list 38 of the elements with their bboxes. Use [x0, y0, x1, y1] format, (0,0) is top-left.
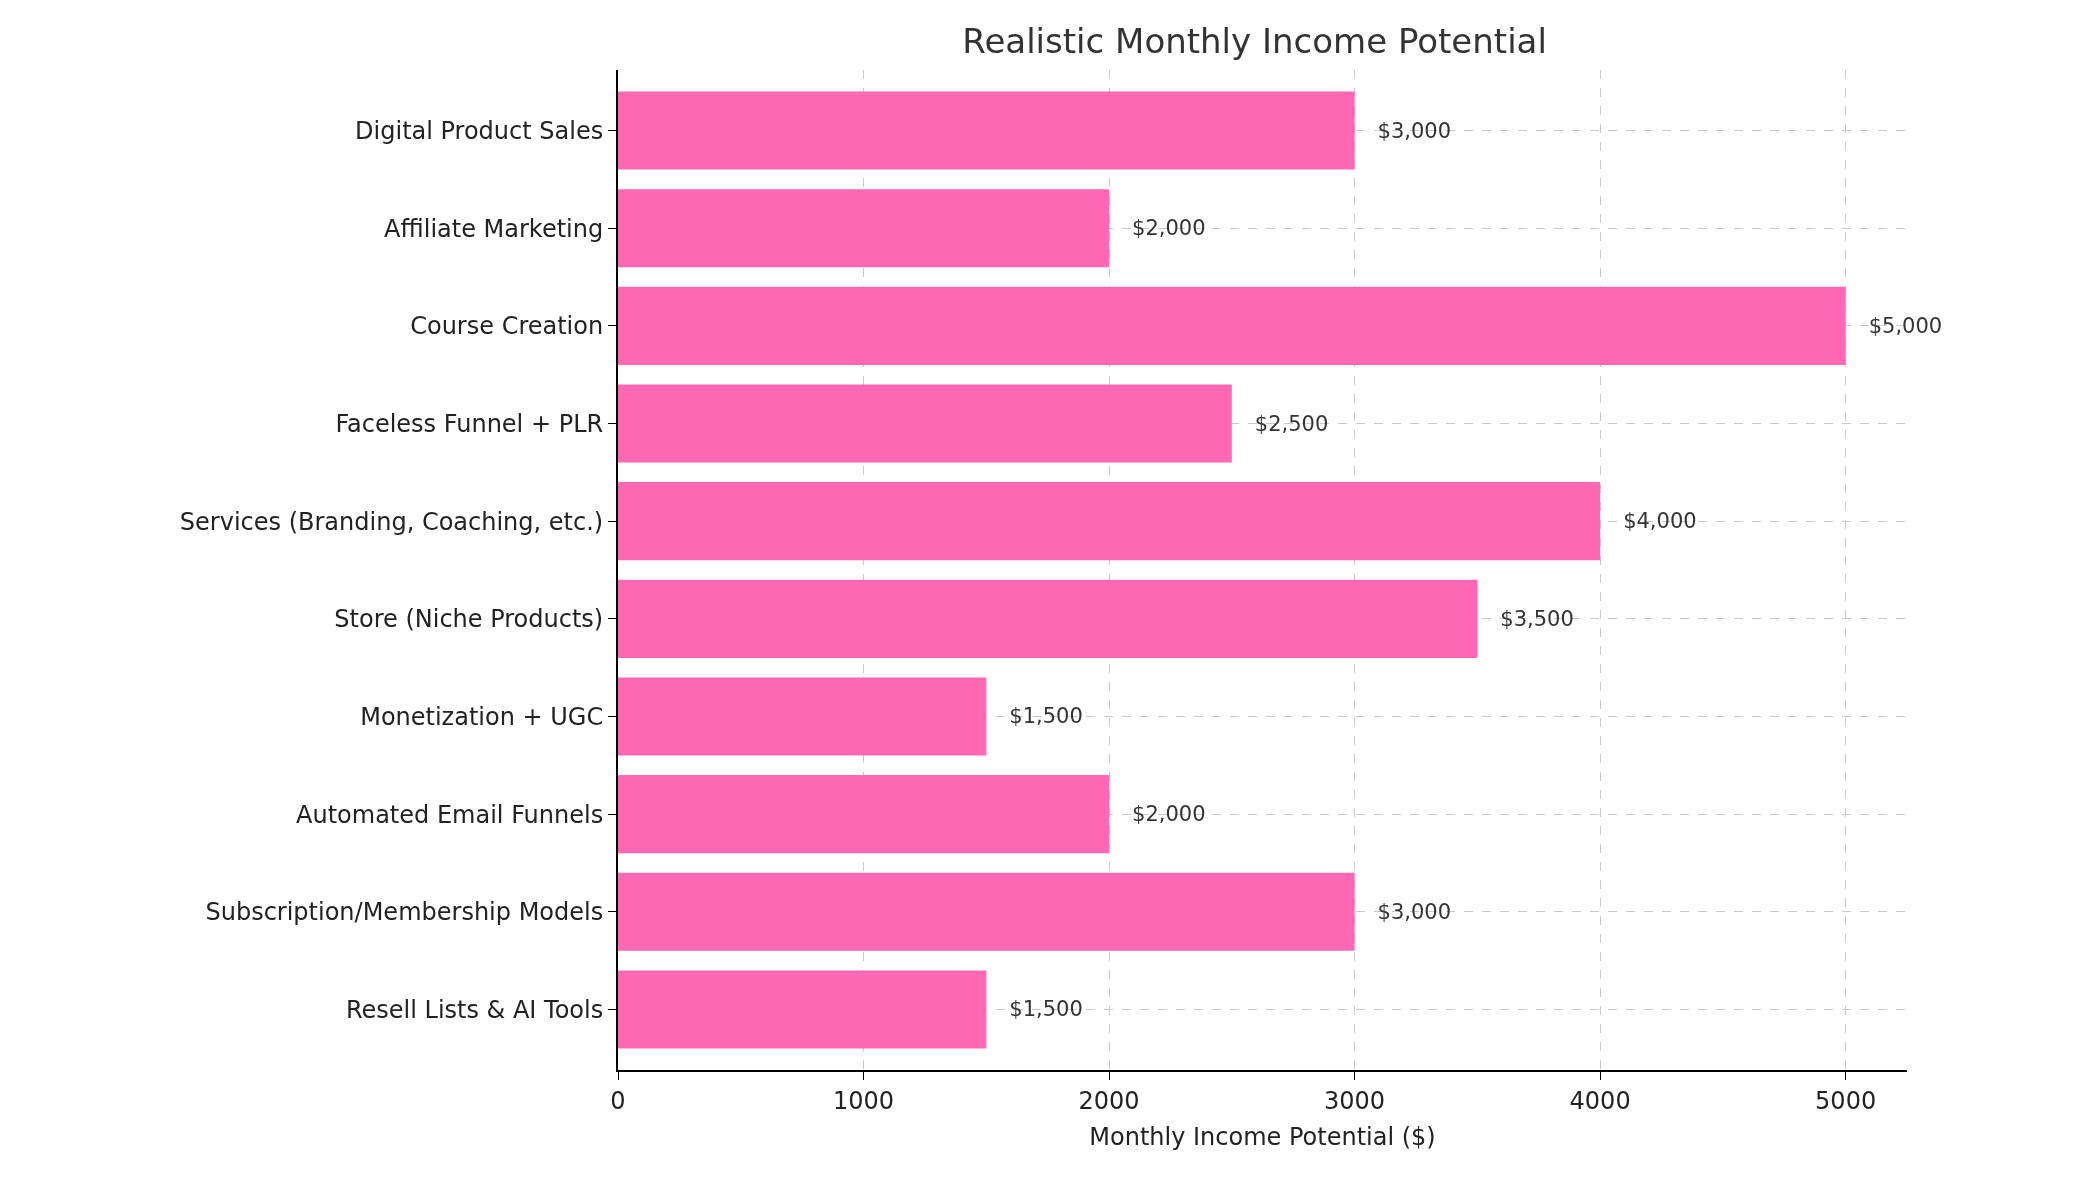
y-tick-label: Subscription/Membership Models	[205, 898, 604, 927]
y-tick-label: Resell Lists & AI Tools	[345, 995, 604, 1024]
x-tick-label: 1000	[832, 1086, 895, 1115]
x-tick-label: 0	[610, 1086, 626, 1115]
bar	[618, 775, 1110, 854]
bar	[618, 579, 1478, 658]
data-label: $5,000	[1848, 313, 1943, 338]
bar	[618, 286, 1846, 365]
bar	[618, 384, 1232, 463]
x-tick-label: 4000	[1569, 1086, 1631, 1115]
x-tick-label: 5000	[1815, 1086, 1877, 1115]
data-label: $1,500	[989, 704, 1083, 729]
data-label: $3,000	[1357, 899, 1452, 924]
bar	[618, 970, 987, 1049]
data-label: $2,500	[1234, 411, 1329, 436]
x-tick-label: 3000	[1324, 1086, 1386, 1115]
data-label: $2,000	[1112, 216, 1206, 241]
data-label: $3,000	[1357, 118, 1452, 143]
x-axis-title: Monthly Income Potential ($)	[1089, 1122, 1436, 1151]
bar	[618, 189, 1110, 268]
bar	[618, 677, 987, 756]
y-tick-label: Faceless Funnel + PLR	[335, 409, 604, 438]
y-tick-label: Automated Email Funnels	[296, 800, 604, 829]
y-tick-label: Monetization + UGC	[360, 702, 604, 731]
y-tick-label: Digital Product Sales	[355, 116, 604, 145]
chart-title: Realistic Monthly Income Potential	[962, 21, 1547, 62]
data-label: $1,500	[989, 997, 1083, 1022]
y-tick-label: Affiliate Marketing	[384, 214, 604, 243]
data-label: $4,000	[1603, 509, 1697, 534]
x-tick-label: 2000	[1078, 1086, 1140, 1115]
y-tick-label: Services (Branding, Coaching, etc.)	[179, 507, 604, 536]
bar	[618, 91, 1355, 170]
data-label: $2,000	[1112, 802, 1206, 827]
bar	[618, 872, 1355, 951]
y-tick-label: Store (Niche Products)	[334, 605, 604, 634]
y-tick-label: Course Creation	[410, 312, 604, 341]
data-label: $3,500	[1480, 606, 1574, 631]
bar	[618, 482, 1601, 561]
